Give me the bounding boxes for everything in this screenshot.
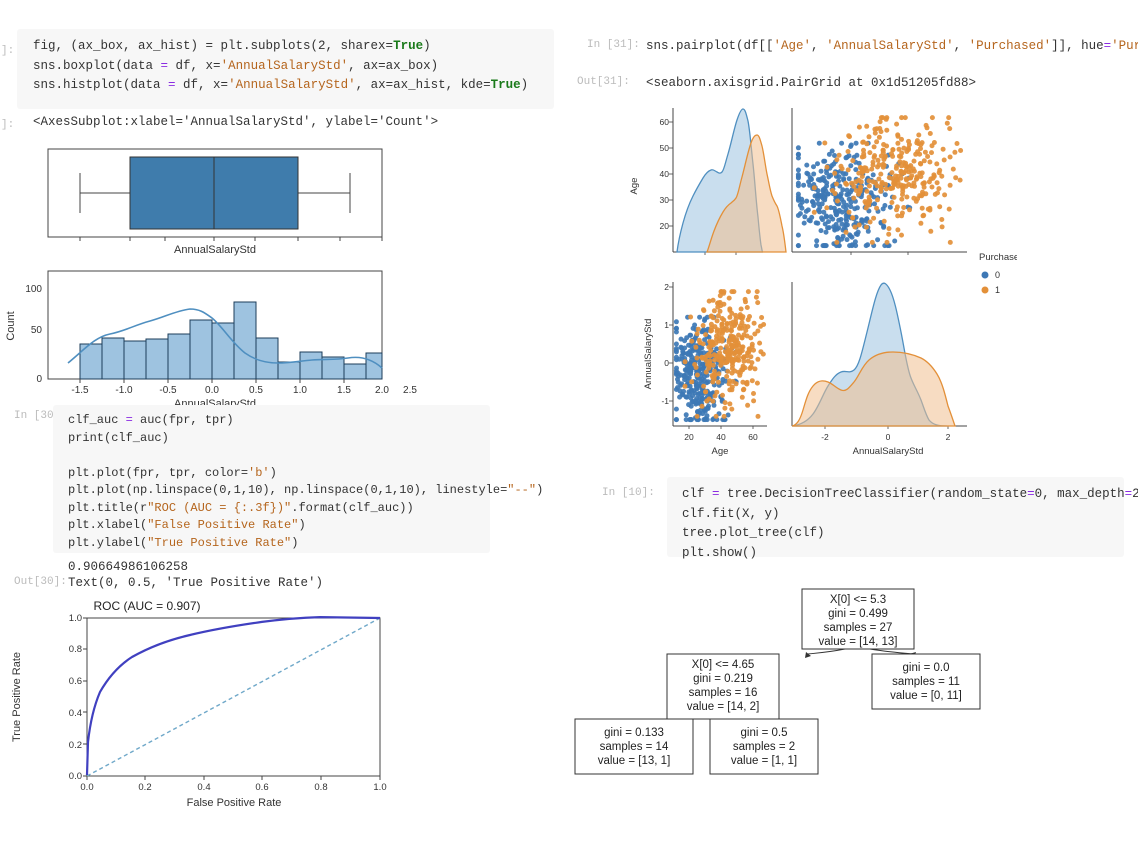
svg-text:True Positive Rate: True Positive Rate	[11, 652, 23, 742]
svg-text:0.6: 0.6	[255, 782, 268, 793]
svg-text:1: 1	[995, 285, 1000, 295]
svg-text:gini = 0.0: gini = 0.0	[903, 662, 950, 674]
svg-text:samples = 14: samples = 14	[600, 741, 669, 753]
svg-text:value = [1, 1]: value = [1, 1]	[731, 755, 797, 767]
svg-text:0.6: 0.6	[69, 676, 82, 687]
svg-text:value = [14, 13]: value = [14, 13]	[819, 636, 898, 648]
svg-text:samples = 27: samples = 27	[824, 622, 893, 634]
svg-text:0.4: 0.4	[197, 782, 210, 793]
svg-text:2: 2	[664, 282, 669, 292]
svg-text:2.5: 2.5	[403, 385, 417, 396]
svg-text:1.5: 1.5	[337, 385, 351, 396]
svg-text:0.4: 0.4	[69, 708, 82, 719]
svg-text:2.0: 2.0	[375, 385, 389, 396]
svg-text:0.2: 0.2	[69, 740, 82, 751]
svg-text:gini = 0.5: gini = 0.5	[741, 727, 788, 739]
svg-text:value = [0, 11]: value = [0, 11]	[890, 690, 962, 702]
svg-text:Age: Age	[712, 446, 729, 457]
svg-text:AnnualSalaryStd: AnnualSalaryStd	[643, 319, 654, 390]
svg-text:0: 0	[995, 270, 1000, 280]
svg-text:0.0: 0.0	[205, 385, 219, 396]
svg-text:0.0: 0.0	[69, 771, 82, 782]
svg-text:-2: -2	[821, 432, 829, 442]
svg-text:X[0] <= 4.65: X[0] <= 4.65	[692, 659, 755, 671]
svg-text:-1.0: -1.0	[115, 385, 133, 396]
svg-text:AnnualSalaryStd: AnnualSalaryStd	[853, 446, 924, 457]
svg-text:0: 0	[36, 374, 42, 385]
svg-text:X[0] <= 5.3: X[0] <= 5.3	[830, 594, 886, 606]
svg-text:1.0: 1.0	[373, 782, 386, 793]
svg-text:50: 50	[31, 325, 43, 336]
svg-text:0.0: 0.0	[80, 782, 93, 793]
svg-text:1.0: 1.0	[69, 613, 82, 624]
svg-text:False Positive Rate: False Positive Rate	[187, 797, 282, 809]
svg-text:1.0: 1.0	[293, 385, 307, 396]
svg-text:0.2: 0.2	[138, 782, 151, 793]
svg-text:0.8: 0.8	[69, 644, 82, 655]
svg-text:gini = 0.219: gini = 0.219	[693, 673, 753, 685]
svg-text:1: 1	[664, 320, 669, 330]
svg-text:60: 60	[660, 117, 670, 127]
svg-text:gini = 0.133: gini = 0.133	[604, 727, 664, 739]
svg-text:samples = 11: samples = 11	[892, 676, 960, 688]
svg-text:0.5: 0.5	[249, 385, 263, 396]
svg-text:-1: -1	[661, 396, 669, 406]
svg-text:0.8: 0.8	[314, 782, 327, 793]
svg-text:50: 50	[660, 143, 670, 153]
svg-text:60: 60	[748, 432, 758, 442]
svg-text:20: 20	[660, 221, 670, 231]
svg-text:100: 100	[25, 284, 42, 295]
svg-text:Purchased: Purchased	[979, 252, 1017, 263]
svg-text:AnnualSalaryStd: AnnualSalaryStd	[174, 244, 256, 256]
svg-text:Count: Count	[5, 311, 17, 340]
svg-text:value = [14, 2]: value = [14, 2]	[687, 701, 760, 713]
svg-text:20: 20	[684, 432, 694, 442]
svg-text:ROC (AUC = 0.907): ROC (AUC = 0.907)	[93, 599, 200, 613]
svg-text:2: 2	[946, 432, 951, 442]
svg-text:gini = 0.499: gini = 0.499	[828, 608, 888, 620]
svg-text:samples = 2: samples = 2	[733, 741, 795, 753]
svg-text:0: 0	[886, 432, 891, 442]
svg-text:40: 40	[716, 432, 726, 442]
svg-text:value = [13, 1]: value = [13, 1]	[598, 755, 671, 767]
svg-text:30: 30	[660, 195, 670, 205]
svg-text:-0.5: -0.5	[159, 385, 177, 396]
svg-text:40: 40	[660, 169, 670, 179]
svg-text:-1.5: -1.5	[71, 385, 89, 396]
svg-text:Age: Age	[629, 178, 640, 195]
svg-text:0: 0	[664, 358, 669, 368]
svg-text:samples = 16: samples = 16	[689, 687, 758, 699]
